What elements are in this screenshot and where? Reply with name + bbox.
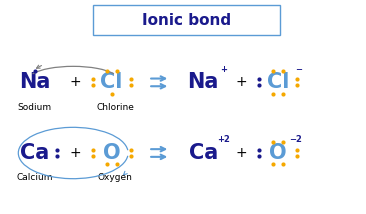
Text: Ca: Ca (20, 143, 49, 163)
Text: +2: +2 (217, 135, 230, 144)
FancyBboxPatch shape (93, 5, 280, 35)
Text: Calcium: Calcium (16, 173, 53, 182)
Text: Sodium: Sodium (18, 103, 52, 111)
Text: O: O (269, 143, 287, 163)
Text: Ca: Ca (188, 143, 218, 163)
Text: O: O (103, 143, 120, 163)
Text: +: + (69, 75, 81, 89)
Text: Cl: Cl (267, 72, 290, 92)
Text: Cl: Cl (100, 72, 123, 92)
Text: −2: −2 (289, 135, 302, 144)
Text: Oxygen: Oxygen (98, 173, 133, 182)
Text: +: + (236, 75, 247, 89)
Text: +: + (236, 146, 247, 160)
Text: −: − (295, 65, 302, 74)
Text: Chlorine: Chlorine (96, 103, 134, 111)
Text: Na: Na (19, 72, 51, 92)
Text: +: + (220, 65, 227, 74)
Text: +: + (69, 146, 81, 160)
Text: Ionic bond: Ionic bond (142, 13, 231, 28)
Text: Na: Na (187, 72, 219, 92)
